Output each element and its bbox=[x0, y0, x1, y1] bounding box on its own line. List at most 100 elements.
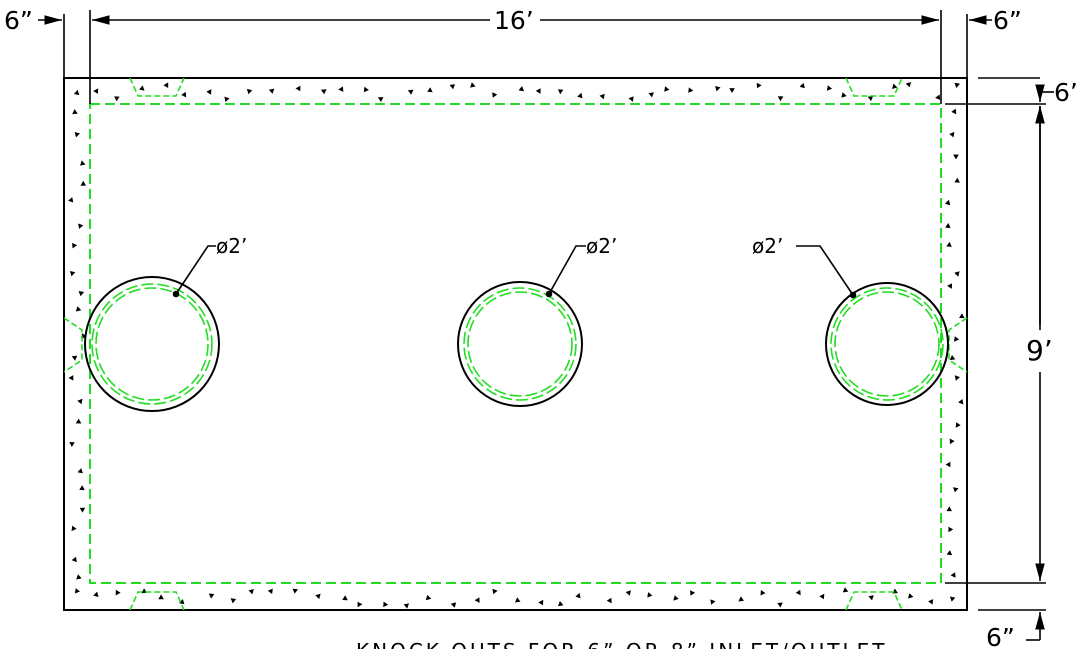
concrete-hatch-mark bbox=[599, 93, 605, 100]
concrete-hatch-mark bbox=[777, 96, 784, 102]
concrete-hatch-mark bbox=[93, 591, 99, 597]
concrete-hatch-mark bbox=[577, 92, 583, 99]
concrete-hatch-mark bbox=[946, 550, 953, 556]
concrete-hatch-mark bbox=[75, 418, 82, 424]
concrete-hatch-mark bbox=[338, 86, 344, 92]
concrete-hatch-mark bbox=[647, 592, 653, 598]
concrete-hatch-mark bbox=[690, 590, 696, 596]
concrete-hatch-mark bbox=[673, 595, 679, 601]
dimension-left-wall-text: 6” bbox=[4, 6, 33, 35]
concrete-hatch-mark bbox=[77, 468, 83, 474]
concrete-hatch-mark bbox=[139, 85, 145, 91]
concrete-hatch-mark bbox=[76, 574, 82, 580]
concrete-hatch-mark bbox=[179, 599, 185, 605]
concrete-hatch-mark bbox=[756, 82, 762, 89]
knockout-bottom-right bbox=[845, 591, 903, 611]
concrete-hatch-mark bbox=[114, 96, 120, 102]
concrete-hatch-mark bbox=[841, 92, 847, 98]
concrete-hatch-mark bbox=[664, 86, 670, 92]
concrete-hatch-mark bbox=[606, 597, 612, 604]
concrete-hatch-mark bbox=[181, 91, 187, 98]
concrete-hatch-mark bbox=[268, 88, 275, 94]
knockout-note: KNOCK OUTS FOR 6” OR 8” INLET/OUTLET bbox=[356, 639, 887, 649]
concrete-hatch-mark bbox=[75, 306, 82, 312]
concrete-hatch-mark bbox=[710, 599, 716, 605]
concrete-hatch-mark bbox=[224, 96, 230, 102]
concrete-hatch-mark bbox=[954, 375, 960, 381]
concrete-hatch-mark bbox=[954, 336, 960, 342]
opening-center-label: ø2’ bbox=[586, 234, 617, 258]
dimension-width bbox=[945, 77, 1054, 641]
concrete-hatch-mark bbox=[892, 83, 898, 89]
concrete-hatch-mark bbox=[729, 88, 735, 93]
concrete-hatch-mark bbox=[648, 92, 654, 98]
concrete-hatch-mark bbox=[72, 109, 78, 115]
concrete-hatch-mark bbox=[715, 86, 721, 92]
dimension-bottom-slab-text: 6” bbox=[986, 623, 1015, 649]
concrete-hatch-mark bbox=[315, 593, 321, 600]
concrete-hatch-mark bbox=[342, 595, 348, 601]
dimension-length-text: 16’ bbox=[494, 6, 534, 35]
concrete-hatch-mark bbox=[575, 592, 581, 599]
concrete-hatch-mark bbox=[949, 596, 956, 602]
knockout-right bbox=[948, 317, 968, 373]
knockout-top-right bbox=[845, 77, 903, 97]
opening-left bbox=[84, 276, 220, 412]
concrete-hatch-mark bbox=[951, 108, 957, 115]
concrete-hatch-mark bbox=[688, 87, 694, 93]
opening-right bbox=[825, 282, 949, 406]
concrete-hatch-mark bbox=[81, 333, 87, 339]
concrete-hatch-mark bbox=[799, 82, 805, 89]
knockout-top-left bbox=[129, 77, 185, 97]
opening-center bbox=[457, 281, 583, 407]
concrete-hatch-mark bbox=[492, 588, 498, 595]
concrete-hatch-mark bbox=[206, 89, 212, 95]
concrete-hatch-mark bbox=[72, 242, 78, 249]
concrete-hatch-mark bbox=[74, 588, 80, 594]
concrete-hatch-mark bbox=[958, 399, 964, 405]
opening-left-leader bbox=[172, 245, 216, 298]
concrete-hatch-pattern bbox=[68, 82, 965, 609]
concrete-hatch-mark bbox=[115, 589, 121, 596]
concrete-hatch-mark bbox=[953, 487, 959, 493]
dimension-width-text: 9’ bbox=[1026, 334, 1053, 367]
concrete-hatch-mark bbox=[79, 507, 86, 513]
concrete-hatch-mark bbox=[71, 355, 78, 361]
dimension-length bbox=[89, 10, 942, 104]
concrete-hatch-mark bbox=[935, 94, 941, 100]
concrete-hatch-mark bbox=[68, 375, 74, 381]
concrete-hatch-mark bbox=[944, 199, 951, 206]
concrete-hatch-mark bbox=[625, 590, 631, 596]
concrete-hatch-mark bbox=[450, 602, 457, 608]
concrete-hatch-mark bbox=[954, 82, 960, 88]
concrete-hatch-mark bbox=[949, 438, 955, 445]
opening-left-label: ø2’ bbox=[216, 234, 247, 258]
concrete-hatch-mark bbox=[403, 603, 409, 609]
concrete-hatch-mark bbox=[947, 283, 953, 289]
concrete-hatch-mark bbox=[842, 587, 849, 593]
concrete-hatch-mark bbox=[557, 89, 564, 95]
concrete-hatch-mark bbox=[208, 593, 215, 599]
concrete-hatch-mark bbox=[78, 223, 84, 229]
concrete-hatch-mark bbox=[948, 526, 954, 533]
concrete-hatch-mark bbox=[535, 88, 541, 94]
concrete-hatch-mark bbox=[515, 597, 521, 603]
concrete-hatch-mark bbox=[795, 589, 801, 596]
concrete-hatch-mark bbox=[955, 422, 961, 428]
concrete-hatch-mark bbox=[79, 485, 85, 491]
concrete-hatch-mark bbox=[320, 89, 327, 95]
concrete-hatch-mark bbox=[78, 291, 85, 297]
concrete-hatch-mark bbox=[474, 597, 480, 603]
concrete-hatch-mark bbox=[80, 160, 86, 166]
concrete-hatch-mark bbox=[357, 601, 363, 608]
concrete-hatch-mark bbox=[295, 85, 301, 92]
concrete-hatch-mark bbox=[492, 92, 498, 98]
concrete-hatch-mark bbox=[71, 525, 77, 532]
concrete-hatch-mark bbox=[953, 154, 959, 160]
concrete-hatch-mark bbox=[73, 89, 80, 96]
knockout-left bbox=[63, 317, 83, 373]
concrete-hatch-mark bbox=[819, 593, 825, 600]
concrete-hatch-mark bbox=[93, 88, 99, 94]
concrete-hatch-mark bbox=[959, 313, 965, 319]
